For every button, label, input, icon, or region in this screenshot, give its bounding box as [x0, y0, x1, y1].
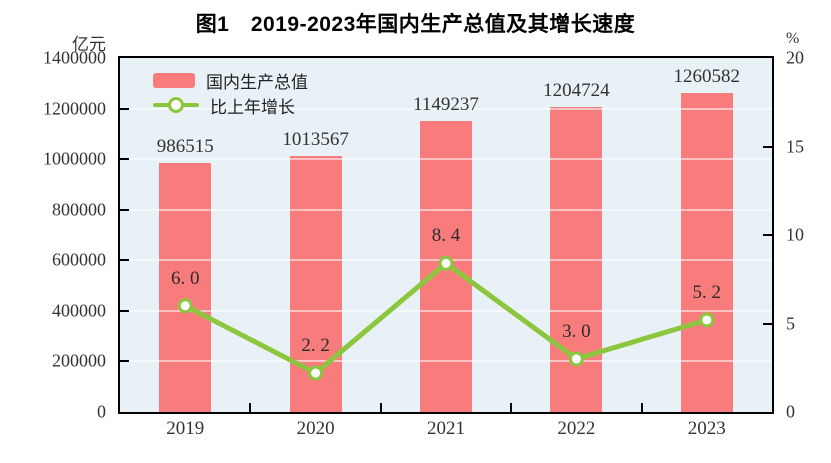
legend-label-growth: 比上年增长 — [210, 97, 295, 117]
legend-label-gdp: 国内生产总值 — [206, 72, 308, 92]
right-axis-tick-label: 20 — [786, 47, 804, 68]
left-axis-tick — [120, 259, 129, 262]
gdp-value-label: 1013567 — [282, 128, 349, 150]
right-axis-tick — [763, 145, 772, 148]
grid-line — [120, 360, 772, 363]
left-axis-tick-label: 200000 — [52, 350, 106, 371]
x-axis-category-label: 2021 — [427, 418, 465, 439]
legend-item-growth: 比上年增长 — [153, 94, 308, 117]
growth-line-layer — [177, 255, 715, 381]
x-axis-tick — [379, 403, 382, 412]
growth-marker — [568, 351, 584, 367]
gdp-value-label: 1149237 — [413, 94, 479, 116]
left-axis-tick — [120, 208, 129, 211]
growth-value-label: 6. 0 — [170, 267, 200, 289]
growth-line-marker — [168, 97, 184, 113]
growth-marker — [177, 298, 193, 314]
grid-line — [120, 309, 772, 312]
growth-line — [184, 260, 708, 376]
x-axis-category-label: 2022 — [557, 418, 596, 439]
right-axis-tick-label: 5 — [786, 313, 795, 333]
growth-line-swatch — [153, 97, 199, 113]
grid-line — [120, 107, 772, 110]
left-axis-tick-label: 600000 — [52, 249, 106, 270]
left-y-axis: 1400000 1200000 1000000 800000 600000 400000 2… — [0, 48, 110, 422]
chart-title: 图1 2019-2023年国内生产总值及其增长速度 — [195, 13, 636, 36]
legend-item-gdp: 国内生产总值 — [153, 69, 308, 92]
x-axis-tick — [510, 403, 513, 412]
x-axis-labels: 2019 2020 2021 2022 2023 — [120, 418, 772, 448]
gdp-value-label: 1260582 — [673, 66, 741, 88]
x-axis-category-label: 2019 — [166, 418, 205, 439]
right-axis-tick — [763, 234, 772, 236]
grid-line — [120, 208, 772, 211]
x-axis-category-label: 2023 — [687, 418, 726, 439]
right-axis-unit-label: % — [786, 30, 800, 47]
right-axis-tick — [763, 322, 772, 325]
growth-marker — [699, 312, 715, 328]
left-axis-tick — [120, 360, 129, 363]
gdp-bar — [159, 162, 212, 412]
right-axis-tick-label: 0 — [786, 401, 795, 422]
grid-line — [120, 158, 772, 161]
legend: 国内生产总值 比上年增长 — [153, 69, 308, 119]
growth-value-label: 2. 2 — [301, 335, 330, 357]
left-axis-tick-label: 1400000 — [43, 47, 106, 68]
plot-area: 986515 1013567 1149237 1204724 1260582 6. 0 2… — [118, 56, 774, 414]
left-axis-tick — [120, 158, 129, 161]
right-axis-tick-label: 15 — [786, 136, 804, 156]
gdp-value-label: 986515 — [156, 135, 214, 157]
left-axis-tick-label: 1000000 — [43, 148, 106, 169]
left-axis-tick-label: 400000 — [52, 300, 106, 321]
left-axis-tick — [120, 309, 129, 312]
right-axis-tick-label: 10 — [786, 224, 804, 245]
gdp-value-label: 1204724 — [543, 80, 610, 102]
growth-marker — [438, 255, 454, 271]
growth-value-label: 8. 4 — [431, 225, 461, 247]
x-axis-tick — [249, 403, 252, 412]
growth-value-label: 3. 0 — [562, 320, 591, 342]
right-y-axis: 20 15 10 5 0 — [786, 48, 830, 422]
left-axis-tick-label: 800000 — [52, 199, 106, 220]
gdp-bar-swatch — [153, 72, 195, 88]
left-axis-tick-label: 1200000 — [43, 98, 106, 119]
left-axis-tick-label: 0 — [97, 401, 106, 422]
left-axis-tick — [120, 107, 129, 110]
left-axis-unit-label: 亿元 — [72, 35, 106, 54]
growth-marker — [308, 365, 324, 381]
x-axis-tick — [640, 403, 643, 412]
gdp-bar — [680, 93, 733, 412]
growth-value-label: 5. 2 — [692, 281, 722, 303]
x-axis-category-label: 2020 — [296, 418, 335, 439]
